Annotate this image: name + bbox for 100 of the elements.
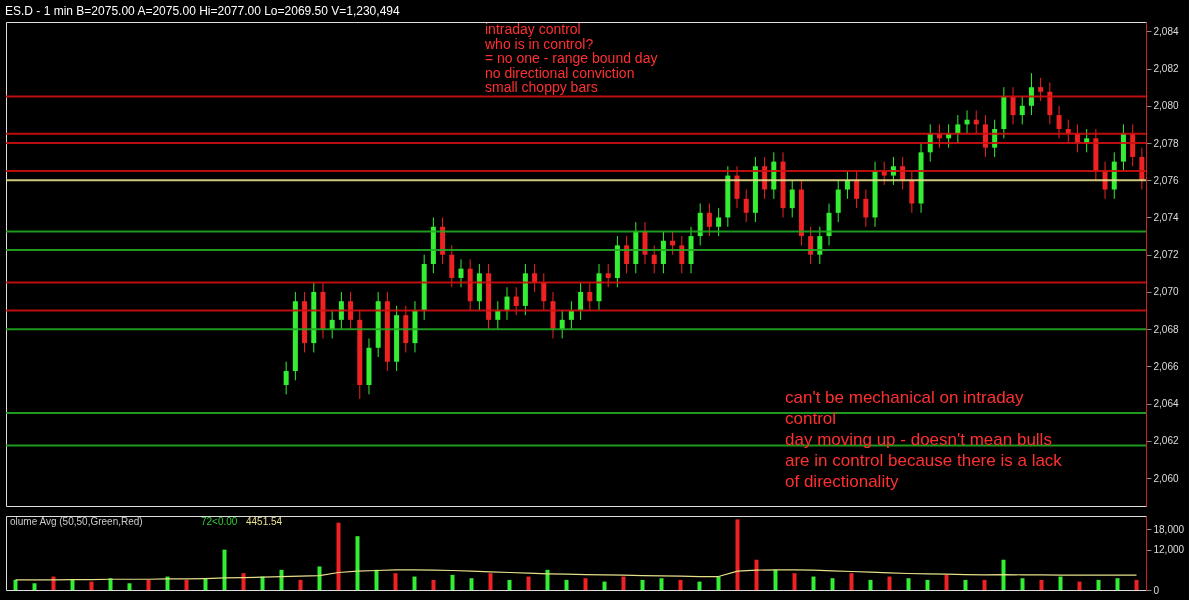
candlestick bbox=[863, 189, 869, 228]
annotation: olume Avg (50,50,Green,Red) bbox=[10, 516, 143, 527]
y-tick-label: 2,082 bbox=[1153, 63, 1179, 75]
candlestick bbox=[513, 286, 519, 316]
bar bbox=[1058, 576, 1063, 590]
candlestick bbox=[789, 179, 795, 218]
candlestick bbox=[642, 221, 648, 265]
annotation: can't be mechanical on intraday control day moving up - doesn't mean bulls are in control because there is a lack of directionality bbox=[785, 388, 1063, 491]
annotation: 72<0.00 bbox=[201, 516, 238, 527]
bar bbox=[659, 578, 664, 590]
bar bbox=[811, 576, 816, 590]
bar bbox=[1001, 559, 1006, 590]
bar bbox=[317, 566, 322, 590]
bar bbox=[735, 519, 740, 590]
chart-title: ES.D - 1 min B=2075.00 A=2075.00 Hi=2077.00 Lo=2069.50 V=1,230,494 bbox=[5, 4, 400, 18]
bar bbox=[868, 579, 873, 590]
candlestick bbox=[826, 203, 832, 246]
candlestick bbox=[449, 244, 455, 288]
bar bbox=[222, 549, 227, 590]
bar bbox=[393, 573, 398, 590]
candlestick bbox=[1056, 105, 1062, 139]
candlestick bbox=[504, 286, 510, 321]
y-tick-label: 0 bbox=[1153, 584, 1160, 596]
bar bbox=[830, 578, 835, 590]
candlestick bbox=[587, 282, 593, 312]
y-tick-label: 12,000 bbox=[1153, 544, 1185, 556]
candlestick bbox=[1038, 77, 1044, 102]
bar bbox=[545, 569, 550, 590]
bar bbox=[564, 579, 569, 590]
y-tick-label: 2,060 bbox=[1153, 472, 1179, 484]
candlestick bbox=[348, 291, 354, 330]
candlestick bbox=[532, 263, 538, 293]
candlestick bbox=[624, 235, 630, 274]
bar bbox=[982, 579, 987, 590]
bar bbox=[203, 578, 208, 590]
bar bbox=[488, 573, 493, 590]
candlestick bbox=[697, 203, 703, 246]
candlestick bbox=[1019, 95, 1025, 125]
bar bbox=[146, 579, 151, 590]
y-tick-label: 2,074 bbox=[1153, 211, 1179, 223]
candlestick bbox=[1028, 72, 1034, 116]
bar bbox=[640, 579, 645, 590]
bar bbox=[32, 583, 37, 590]
bar bbox=[583, 578, 588, 590]
y-tick-label: 2,062 bbox=[1153, 435, 1179, 447]
bar bbox=[450, 574, 455, 590]
bar bbox=[1039, 579, 1044, 590]
candlestick bbox=[605, 263, 611, 288]
bar bbox=[925, 579, 930, 590]
candlestick bbox=[808, 226, 814, 265]
y-tick-label: 2,068 bbox=[1153, 323, 1179, 335]
bar bbox=[431, 579, 436, 590]
bar bbox=[184, 579, 189, 590]
bar bbox=[621, 576, 626, 590]
bar bbox=[279, 569, 284, 590]
bar bbox=[336, 522, 341, 590]
y-tick-label: 2,064 bbox=[1153, 398, 1179, 410]
candlestick bbox=[1010, 86, 1016, 125]
candlestick bbox=[578, 282, 584, 321]
candlestick bbox=[955, 114, 961, 144]
y-tick-label: 2,066 bbox=[1153, 360, 1179, 372]
candlestick bbox=[854, 170, 860, 209]
bar bbox=[507, 579, 512, 590]
bar bbox=[70, 579, 75, 590]
y-tick-label: 2,070 bbox=[1153, 286, 1179, 298]
bar bbox=[89, 581, 94, 590]
bar bbox=[1134, 579, 1139, 590]
candlestick bbox=[706, 203, 712, 237]
candlestick bbox=[835, 179, 841, 223]
line-series bbox=[14, 569, 1138, 581]
bar bbox=[241, 573, 246, 590]
y-tick-label: 2,072 bbox=[1153, 249, 1179, 261]
candlestick bbox=[338, 291, 344, 330]
bar bbox=[792, 573, 797, 590]
bar bbox=[906, 578, 911, 590]
bar bbox=[716, 576, 721, 590]
candlestick bbox=[844, 170, 850, 200]
candlestick bbox=[679, 235, 685, 274]
bar bbox=[374, 569, 379, 590]
bar bbox=[963, 579, 968, 590]
bar bbox=[1077, 581, 1082, 590]
candlestick bbox=[734, 165, 740, 209]
bar bbox=[887, 576, 892, 590]
bar bbox=[1115, 578, 1120, 590]
candlestick bbox=[909, 170, 915, 214]
bar bbox=[1020, 578, 1025, 590]
bar bbox=[602, 581, 607, 590]
candlestick bbox=[283, 361, 289, 395]
bar bbox=[754, 559, 759, 590]
annotation: intraday control who is in control? = no one - range bound day no directional conviction small choppy bars bbox=[484, 21, 658, 96]
bar bbox=[678, 579, 683, 590]
bar bbox=[108, 578, 113, 590]
candlestick bbox=[660, 230, 666, 274]
bar bbox=[412, 576, 417, 590]
y-tick-label: 18,000 bbox=[1153, 523, 1185, 535]
y-tick-label: 2,076 bbox=[1153, 174, 1179, 186]
y-tick-label: 2,084 bbox=[1153, 25, 1179, 37]
candlestick bbox=[458, 258, 464, 288]
bar bbox=[849, 573, 854, 590]
candlestick bbox=[651, 244, 657, 274]
